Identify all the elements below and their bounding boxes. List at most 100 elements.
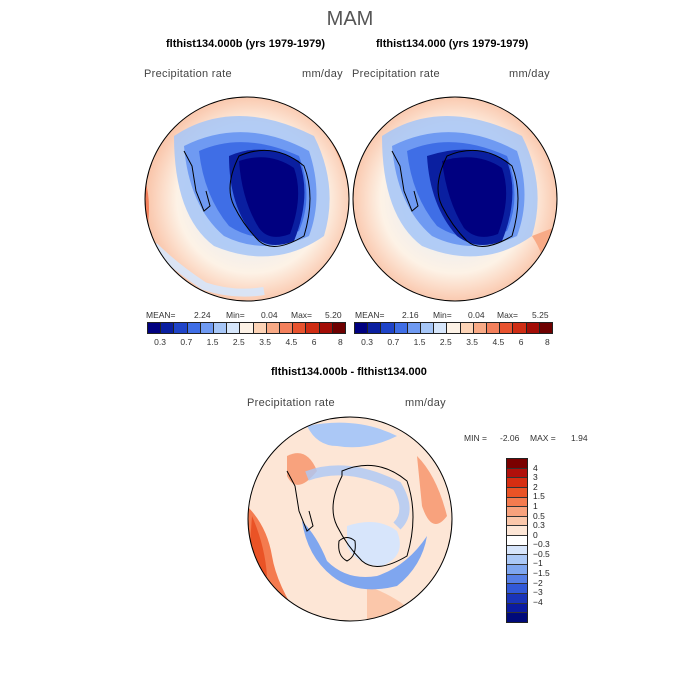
panel2-mean-label: MEAN=	[355, 310, 385, 320]
colorbar-swatch	[507, 507, 527, 517]
colorbar-tick-label: 8	[338, 337, 343, 347]
difference-min-label: MIN =	[464, 433, 487, 443]
colorbar-tick-label: 1	[533, 500, 538, 511]
colorbar-tick-label: −1	[533, 558, 543, 569]
colorbar-swatch	[507, 516, 527, 527]
colorbar-tick-label: 6	[311, 337, 317, 347]
colorbar-swatch	[507, 526, 527, 537]
colorbar-tick-label: 2	[533, 481, 538, 492]
colorbar-swatch	[306, 323, 320, 333]
colorbar-swatch	[407, 323, 422, 333]
colorbar-swatch	[539, 323, 553, 333]
panel1-max-label: Max=	[291, 310, 313, 320]
colorbar-swatch	[526, 323, 540, 333]
colorbar-swatch	[460, 323, 474, 333]
colorbar-tick-label: −0.3	[533, 539, 550, 550]
panel2-mean: 2.16	[402, 310, 419, 320]
difference-colorbar	[506, 458, 528, 623]
colorbar-tick-label: 1.5	[206, 337, 219, 347]
colorbar-swatch	[394, 323, 408, 333]
colorbar-swatch	[487, 323, 501, 333]
colorbar-tick-label: 4.5	[285, 337, 298, 347]
colorbar-swatch	[507, 555, 527, 566]
colorbar-tick-label: 0	[533, 529, 538, 540]
colorbar-tick-label: 0.7	[387, 337, 400, 347]
colorbar-swatch	[355, 323, 369, 333]
colorbar-swatch	[507, 497, 527, 508]
colorbar-swatch	[507, 593, 527, 604]
colorbar-swatch	[507, 613, 527, 622]
colorbar-tick-label: −1.5	[533, 568, 550, 579]
panel2-map	[352, 96, 558, 302]
colorbar-swatch	[214, 323, 228, 333]
panel2-min-label: Min=	[433, 310, 452, 320]
colorbar-swatch	[148, 323, 162, 333]
colorbar-swatch	[227, 323, 241, 333]
colorbar-swatch	[319, 323, 333, 333]
colorbar-swatch	[507, 478, 527, 488]
colorbar-swatch	[513, 323, 527, 333]
panel1-mean-label: MEAN=	[146, 310, 176, 320]
colorbar-swatch	[280, 323, 294, 333]
colorbar-tick-label: 3	[533, 472, 538, 483]
colorbar-tick-label: 0.7	[180, 337, 193, 347]
panel2-colorbar	[354, 322, 553, 334]
panel1-mean: 2.24	[194, 310, 211, 320]
difference-map	[247, 416, 453, 622]
colorbar-tick-label: 6	[518, 337, 524, 347]
colorbar-swatch	[368, 323, 382, 333]
panel1-min: 0.04	[261, 310, 278, 320]
colorbar-tick-label: 1.5	[413, 337, 426, 347]
colorbar-swatch	[507, 459, 527, 469]
panel2-units: mm/day	[509, 68, 550, 80]
colorbar-swatch	[293, 323, 307, 333]
colorbar-swatch	[507, 536, 527, 546]
colorbar-tick-label: 3.5	[259, 337, 272, 347]
colorbar-tick-label: 0.3	[533, 520, 545, 531]
panel2-title: flthist134.000 (yrs 1979-1979)	[376, 38, 529, 50]
colorbar-swatch	[507, 584, 527, 594]
difference-max-label: MAX =	[530, 433, 556, 443]
colorbar-swatch	[473, 323, 488, 333]
colorbar-tick-label: 2.5	[232, 337, 245, 347]
colorbar-swatch	[507, 487, 527, 498]
panel2-max: 5.25	[532, 310, 549, 320]
colorbar-swatch	[187, 323, 201, 333]
colorbar-swatch	[507, 603, 527, 614]
colorbar-tick-label: 2.5	[439, 337, 452, 347]
colorbar-swatch	[447, 323, 461, 333]
colorbar-tick-label: 0.5	[533, 510, 545, 521]
colorbar-tick-label: 8	[545, 337, 550, 347]
colorbar-swatch	[507, 565, 527, 575]
colorbar-tick-label: 4.5	[492, 337, 505, 347]
difference-units: mm/day	[405, 397, 446, 409]
colorbar-tick-label: 4	[533, 462, 538, 473]
colorbar-swatch	[253, 323, 267, 333]
colorbar-tick-label: −3	[533, 587, 543, 598]
panel1-colorbar	[147, 322, 346, 334]
colorbar-swatch	[161, 323, 175, 333]
colorbar-tick-label: −2	[533, 577, 543, 588]
panel1-title: flthist134.000b (yrs 1979-1979)	[166, 38, 325, 50]
colorbar-tick-label: −4	[533, 596, 543, 607]
colorbar-tick-label: 1.5	[533, 491, 545, 502]
panel1-max: 5.20	[325, 310, 342, 320]
colorbar-swatch	[381, 323, 395, 333]
colorbar-swatch	[332, 323, 346, 333]
colorbar-swatch	[434, 323, 448, 333]
panel2-max-label: Max=	[497, 310, 519, 320]
difference-max: 1.94	[571, 433, 588, 443]
colorbar-swatch	[240, 323, 254, 333]
panel1-units: mm/day	[302, 68, 343, 80]
colorbar-swatch	[266, 323, 281, 333]
panel1-map	[144, 96, 350, 302]
colorbar-swatch	[174, 323, 188, 333]
difference-title: flthist134.000b - flthist134.000	[271, 366, 427, 378]
colorbar-tick-label: 0.3	[154, 337, 166, 347]
panel2-field-label: Precipitation rate	[352, 68, 440, 80]
difference-min: -2.06	[500, 433, 520, 443]
colorbar-swatch	[200, 323, 215, 333]
panel2-min: 0.04	[468, 310, 485, 320]
panel1-min-label: Min=	[226, 310, 245, 320]
colorbar-swatch	[507, 468, 527, 479]
